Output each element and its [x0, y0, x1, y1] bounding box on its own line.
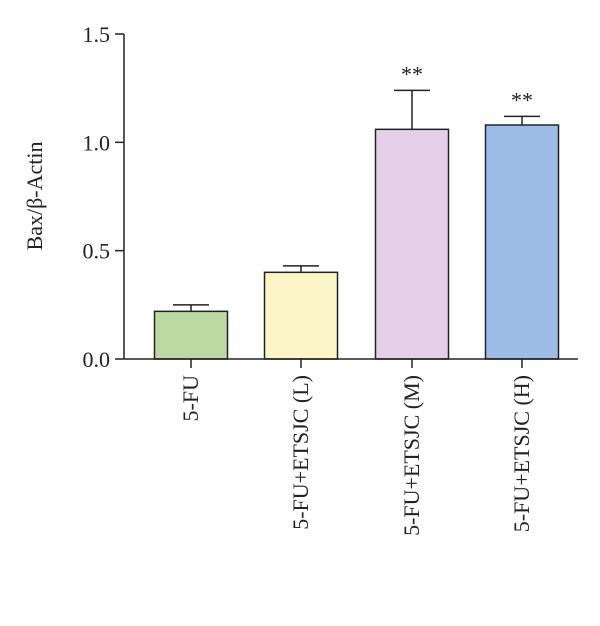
bar — [263, 271, 339, 360]
bar — [374, 128, 450, 360]
bar — [484, 124, 560, 360]
x-tick-label: 5-FU+ETSJC (L) — [288, 375, 313, 530]
bars: ** ** — [153, 61, 560, 360]
x-tick-label: 5-FU — [178, 375, 203, 422]
y-tick-label: 0.0 — [83, 347, 111, 372]
y-tick-label: 0.5 — [83, 239, 111, 264]
x-axis: 5-FU 5-FU+ETSJC (L) 5-FU+ETSJC (M) 5-FU+ETS… — [124, 358, 578, 536]
bar — [153, 310, 229, 360]
y-axis: 0.0 0.5 1.0 1.5 — [83, 22, 125, 372]
significance-label: ** — [511, 87, 533, 112]
y-tick-label: 1.0 — [83, 130, 111, 155]
x-tick-label: 5-FU+ETSJC (M) — [399, 375, 424, 536]
x-tick-label: 5-FU+ETSJC (H) — [509, 375, 534, 532]
y-tick-label: 1.5 — [83, 22, 111, 47]
significance-label: ** — [401, 61, 423, 86]
y-axis-title: Bax/β-Actin — [22, 142, 47, 251]
